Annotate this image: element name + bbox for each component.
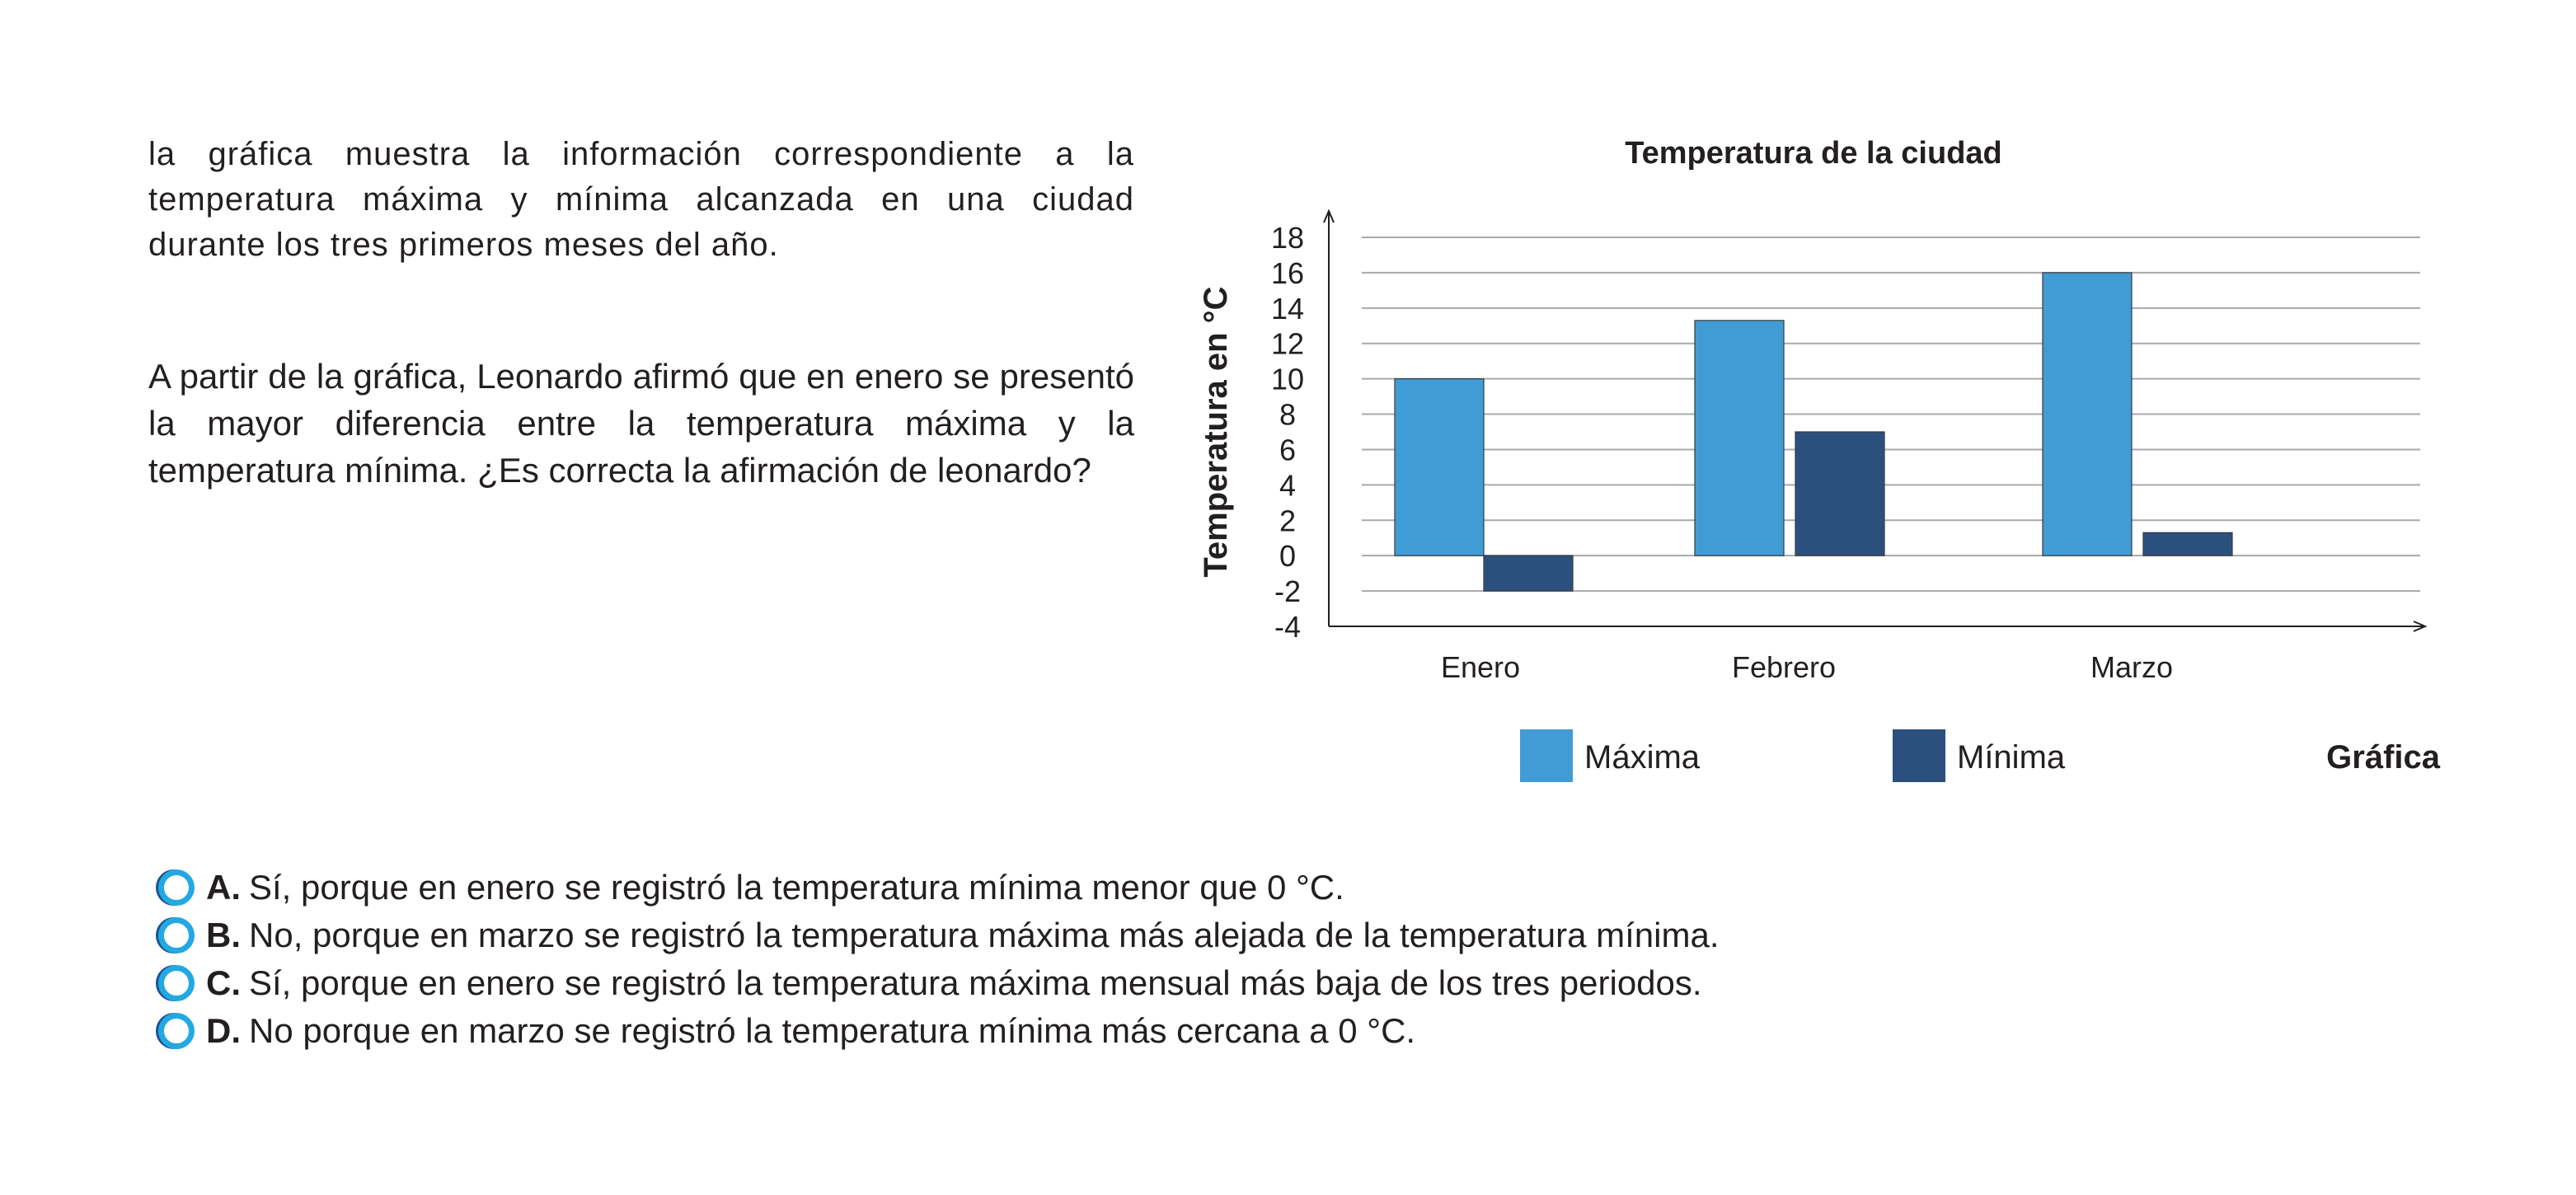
option-c[interactable]: C. Sí, porque en enero se registró la te… <box>158 959 1719 1007</box>
bar-maxima-marzo <box>2042 272 2133 556</box>
option-b-radio[interactable] <box>158 917 195 954</box>
option-b-letter: B. <box>206 916 241 954</box>
option-c-letter: C. <box>206 963 241 1002</box>
intro-text: la gráfica muestra la información corres… <box>148 136 1134 263</box>
option-d-radio[interactable] <box>158 1013 195 1049</box>
y-tick-label: -2 <box>1274 574 1301 608</box>
y-axis-arrow <box>1323 209 1335 223</box>
y-tick-label: 6 <box>1279 433 1296 466</box>
option-a[interactable]: A. Sí, porque en enero se registró la te… <box>158 864 1719 911</box>
y-tick-label: 4 <box>1279 468 1296 502</box>
x-axis-arrow <box>2413 621 2428 632</box>
y-tick-label: 10 <box>1271 363 1304 396</box>
y-tick-label: 18 <box>1271 221 1304 255</box>
option-d-text: No porque en marzo se registró la temper… <box>249 1011 1416 1050</box>
x-tick-label: Enero <box>1441 650 1520 684</box>
option-a-radio[interactable] <box>158 869 195 906</box>
option-a-letter: A. <box>206 868 241 907</box>
legend-swatch-maxima <box>1520 729 1573 782</box>
option-d[interactable]: D. No porque en marzo se registró la tem… <box>158 1007 1719 1055</box>
x-tick-label: Marzo <box>2090 650 2173 684</box>
y-tick-label: 16 <box>1271 256 1304 290</box>
legend-label-maxima: Máxima <box>1584 739 1701 776</box>
temperature-chart: Temperatura de la ciudad Temperatura en °… <box>1198 136 2441 782</box>
legend-swatch-minima <box>1893 729 1945 782</box>
x-tick-label: Febrero <box>1732 650 1836 684</box>
option-d-letter: D. <box>206 1011 241 1050</box>
option-c-text: Sí, porque en enero se registró la tempe… <box>249 963 1702 1002</box>
figure-caption: Gráfica <box>2326 739 2441 776</box>
y-tick-label: 2 <box>1279 504 1296 537</box>
answer-options: A. Sí, porque en enero se registró la te… <box>158 864 1719 1055</box>
y-tick-label: -4 <box>1274 610 1301 644</box>
chart-title: Temperatura de la ciudad <box>1625 136 2002 171</box>
option-a-text: Sí, porque en enero se registró la tempe… <box>249 868 1344 907</box>
bar-maxima-enero <box>1394 378 1485 556</box>
option-b[interactable]: B. No, porque en marzo se registró la te… <box>158 911 1719 959</box>
option-c-radio[interactable] <box>158 965 195 1001</box>
bar-minima-marzo <box>2142 532 2233 556</box>
bar-maxima-febrero <box>1694 320 1785 556</box>
question-text: A partir de la gráfica, Leonardo afirmó … <box>148 357 1134 490</box>
bar-minima-enero <box>1483 555 1574 592</box>
bar-minima-febrero <box>1795 431 1885 556</box>
y-tick-label: 14 <box>1271 292 1304 326</box>
y-tick-label: 0 <box>1279 539 1296 573</box>
legend-label-minima: Mínima <box>1957 739 2066 776</box>
y-tick-label: 12 <box>1271 327 1304 361</box>
y-tick-label: 8 <box>1279 398 1296 432</box>
y-axis-label: Temperatura en °C <box>1198 286 1234 577</box>
option-b-text: No, porque en marzo se registró la tempe… <box>249 916 1720 954</box>
